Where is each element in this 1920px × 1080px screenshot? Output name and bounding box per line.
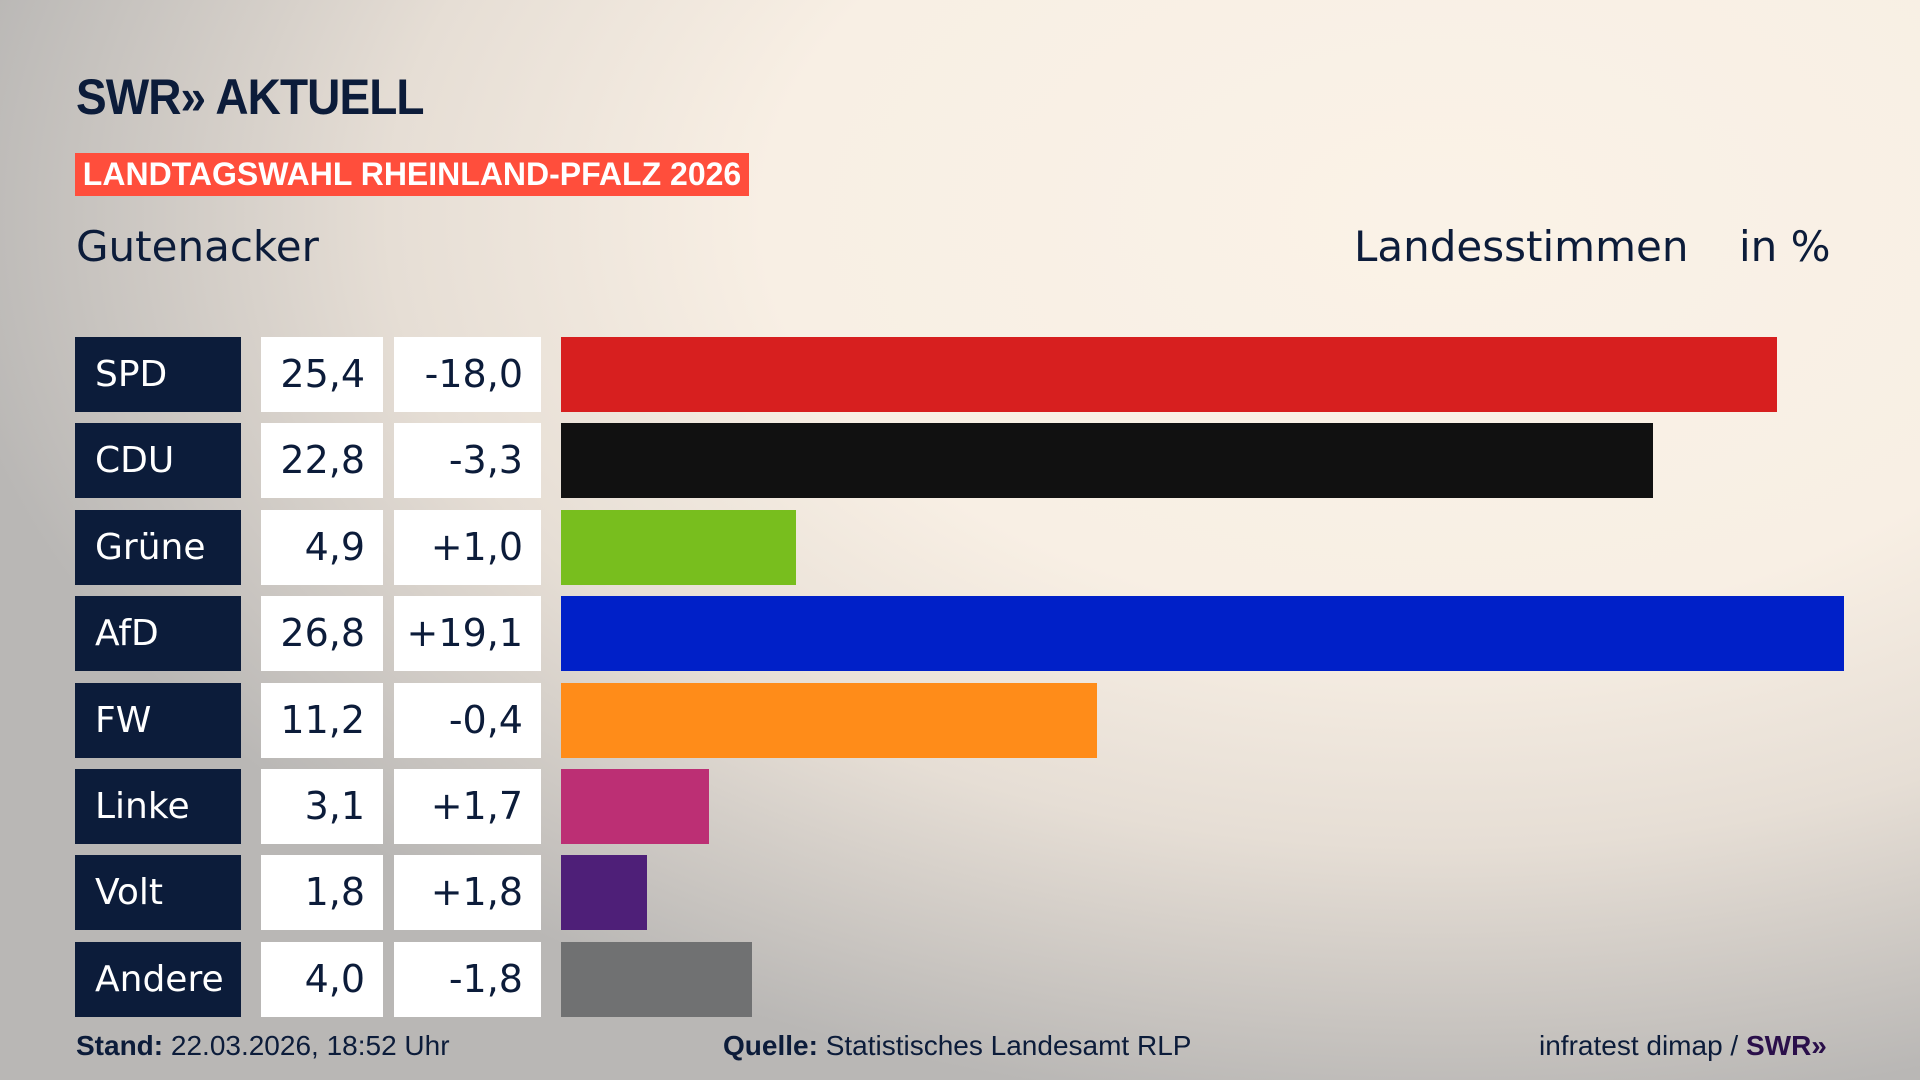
metric-label: Landesstimmen [1354,222,1689,271]
party-diff: -18,0 [394,337,541,412]
party-value: 1,8 [261,855,383,931]
party-row: Grüne 4,9 +1,0 [0,509,1920,585]
party-bar [561,423,1653,499]
credit: infratest dimap / SWR» [1539,1030,1827,1062]
party-name: FW [75,682,241,758]
party-bar [561,855,648,931]
party-row: Andere 4,0 -1,8 [0,941,1920,1017]
party-row: AfD 26,8 +19,1 [0,596,1920,672]
party-name: SPD [75,337,241,412]
swr-small-logo: SWR» [1745,1030,1827,1061]
party-row: FW 11,2 -0,4 [0,682,1920,758]
source: Quelle: Statistisches Landesamt RLP [723,1030,1191,1062]
party-diff: -3,3 [394,423,541,499]
party-bar [561,509,796,585]
party-value: 11,2 [261,682,383,758]
party-value: 4,0 [261,941,383,1017]
party-diff: -0,4 [394,682,541,758]
party-bar [561,769,710,844]
party-value: 3,1 [261,769,383,844]
party-bar [561,941,753,1017]
party-value: 4,9 [261,509,383,585]
party-row: Linke 3,1 +1,7 [0,769,1920,844]
party-name: Andere [75,941,241,1017]
party-bar [561,682,1098,758]
party-bar [561,337,1777,412]
swr-aktuell-logo: SWR» AKTUELL [76,69,424,125]
party-name: Grüne [75,509,241,585]
stand-value: 22.03.2026, 18:52 Uhr [170,1030,450,1061]
party-name: Linke [75,769,241,844]
party-row: Volt 1,8 +1,8 [0,855,1920,931]
party-name: AfD [75,596,241,672]
party-diff: +1,0 [394,509,541,585]
party-diff: +1,8 [394,855,541,931]
party-row: SPD 25,4 -18,0 [0,337,1920,412]
party-bar [561,596,1844,672]
party-value: 26,8 [261,596,383,672]
party-name: CDU [75,423,241,499]
party-diff: -1,8 [394,941,541,1017]
unit-label: in % [1739,222,1831,271]
party-diff: +1,7 [394,769,541,844]
source-label: Quelle: [723,1030,818,1061]
timestamp: Stand: 22.03.2026, 18:52 Uhr [76,1030,450,1062]
party-row: CDU 22,8 -3,3 [0,423,1920,499]
party-diff: +19,1 [394,596,541,672]
place-title: Gutenacker [76,222,319,271]
credit-text: infratest dimap / [1539,1030,1746,1061]
source-value: Statistisches Landesamt RLP [825,1030,1192,1061]
party-value: 25,4 [261,337,383,412]
election-banner: LANDTAGSWAHL RHEINLAND-PFALZ 2026 [75,153,749,196]
party-name: Volt [75,855,241,931]
party-value: 22,8 [261,423,383,499]
stand-label: Stand: [76,1030,164,1061]
